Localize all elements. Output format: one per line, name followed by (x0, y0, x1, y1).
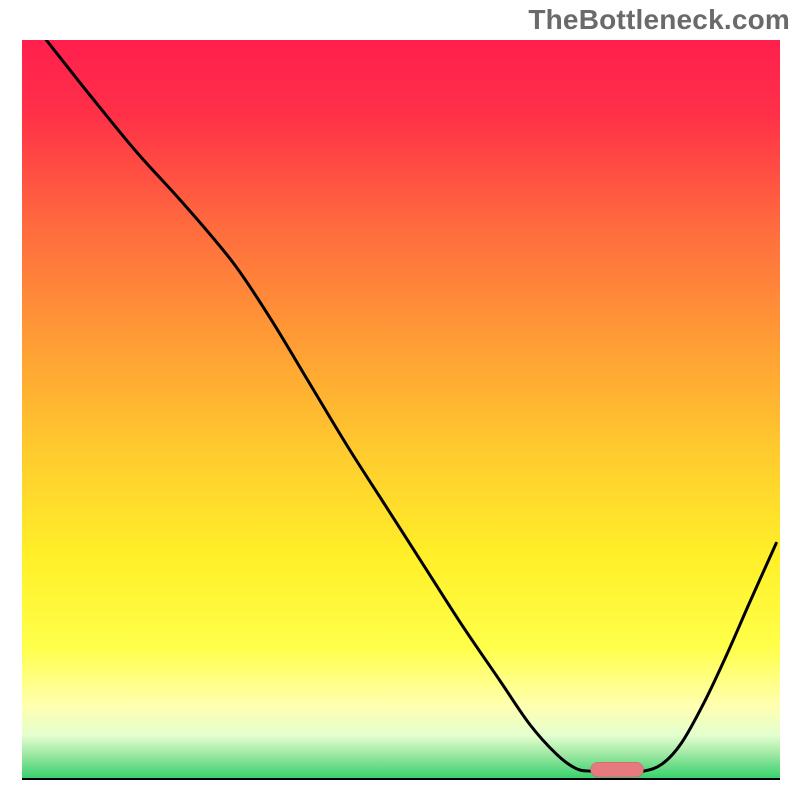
x-axis (22, 778, 780, 780)
watermark-text: TheBottleneck.com (528, 4, 790, 36)
plot-svg (22, 40, 780, 780)
optimal-marker (591, 762, 644, 777)
plot-area (22, 40, 780, 780)
chart-container: TheBottleneck.com (0, 0, 800, 800)
